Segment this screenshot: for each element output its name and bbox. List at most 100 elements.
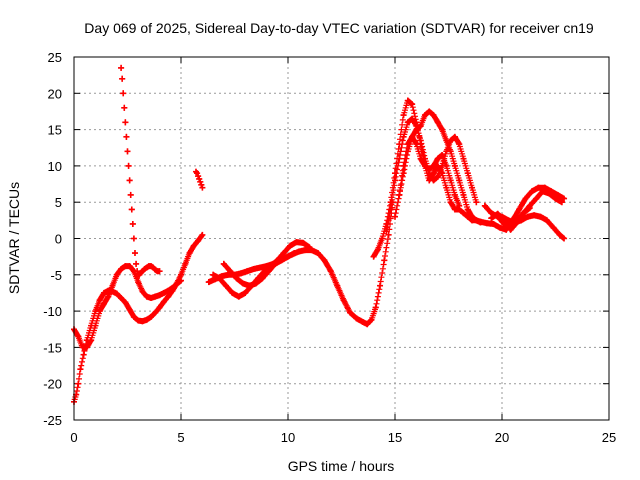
- data-point: [186, 250, 193, 257]
- data-point: [242, 289, 249, 296]
- data-point: [259, 275, 266, 282]
- data-point: [447, 199, 454, 206]
- y-tick-label: -15: [43, 340, 62, 355]
- data-point: [392, 213, 398, 220]
- data-point: [484, 220, 491, 227]
- data-point: [139, 288, 146, 295]
- data-point: [460, 155, 467, 162]
- data-point: [552, 195, 559, 202]
- data-point: [220, 260, 227, 267]
- data-point: [396, 191, 403, 198]
- data-point: [96, 297, 103, 304]
- data-point: [413, 141, 420, 148]
- data-point: [496, 224, 503, 231]
- data-point: [409, 101, 416, 108]
- data-point: [198, 181, 205, 188]
- data-point: [460, 210, 467, 217]
- y-axis-label: SDTVAR / TECUs: [6, 182, 22, 294]
- data-point: [128, 206, 135, 213]
- data-point: [222, 282, 229, 289]
- data-point: [123, 133, 130, 140]
- y-tick-label: -20: [43, 377, 62, 392]
- data-point: [439, 126, 446, 133]
- data-point: [374, 246, 381, 253]
- data-point: [404, 141, 411, 148]
- data-point: [396, 155, 403, 162]
- data-point: [426, 166, 433, 173]
- data-point: [417, 122, 424, 129]
- series-track-c: [118, 64, 163, 278]
- data-point: [118, 64, 125, 71]
- series-track-b: [71, 263, 184, 351]
- data-point: [327, 268, 334, 275]
- data-point: [364, 321, 371, 328]
- data-point: [178, 277, 184, 284]
- y-tick-label: 20: [48, 86, 62, 101]
- data-point: [421, 162, 428, 169]
- data-point: [460, 191, 467, 198]
- data-point: [169, 284, 176, 291]
- data-point: [340, 297, 347, 304]
- x-tick-label: 5: [177, 430, 184, 445]
- data-point: [244, 268, 251, 275]
- data-point: [135, 279, 142, 286]
- data-point: [156, 304, 163, 311]
- data-point: [119, 75, 126, 82]
- data-point: [197, 178, 204, 185]
- data-point: [400, 112, 407, 119]
- series-track-o: [488, 205, 533, 233]
- data-point: [133, 260, 140, 267]
- data-point: [291, 250, 298, 257]
- y-tick-label: 15: [48, 123, 62, 138]
- data-point: [430, 112, 437, 119]
- data-point: [252, 280, 259, 287]
- x-tick-label: 25: [602, 430, 616, 445]
- data-point: [121, 104, 128, 111]
- data-point: [558, 199, 565, 206]
- data-point: [225, 271, 232, 278]
- data-point: [385, 231, 392, 238]
- data-point: [302, 247, 309, 254]
- data-point: [295, 248, 302, 255]
- data-point: [88, 337, 95, 344]
- data-point: [113, 271, 120, 278]
- data-point: [464, 170, 471, 177]
- series-track-j: [392, 108, 484, 225]
- data-point: [539, 188, 546, 195]
- data-point: [443, 184, 450, 191]
- data-point: [227, 268, 234, 275]
- data-point: [404, 97, 411, 104]
- y-tick-label: -5: [50, 268, 62, 283]
- data-point: [143, 316, 150, 323]
- data-point: [160, 289, 167, 296]
- data-point: [561, 235, 568, 242]
- y-tick-label: 0: [55, 232, 62, 247]
- data-points: [71, 64, 568, 405]
- data-point: [122, 299, 129, 306]
- series-track-k: [396, 133, 463, 209]
- data-point: [522, 195, 529, 202]
- data-point: [451, 191, 458, 198]
- data-point: [196, 175, 203, 182]
- x-tick-label: 20: [495, 430, 509, 445]
- data-point: [409, 133, 416, 140]
- data-point: [130, 313, 137, 320]
- data-point: [543, 217, 550, 224]
- data-point: [126, 263, 133, 270]
- data-point: [131, 250, 138, 257]
- y-tick-label: 10: [48, 159, 62, 174]
- data-point: [456, 202, 463, 209]
- data-point: [501, 216, 508, 223]
- data-point: [160, 298, 167, 305]
- data-point: [481, 202, 488, 209]
- data-point: [250, 265, 257, 272]
- data-point: [285, 253, 291, 260]
- data-point: [139, 318, 146, 325]
- data-point: [75, 333, 82, 340]
- data-point: [494, 210, 501, 217]
- data-point: [513, 219, 520, 226]
- data-point: [127, 191, 134, 198]
- data-point: [550, 224, 557, 231]
